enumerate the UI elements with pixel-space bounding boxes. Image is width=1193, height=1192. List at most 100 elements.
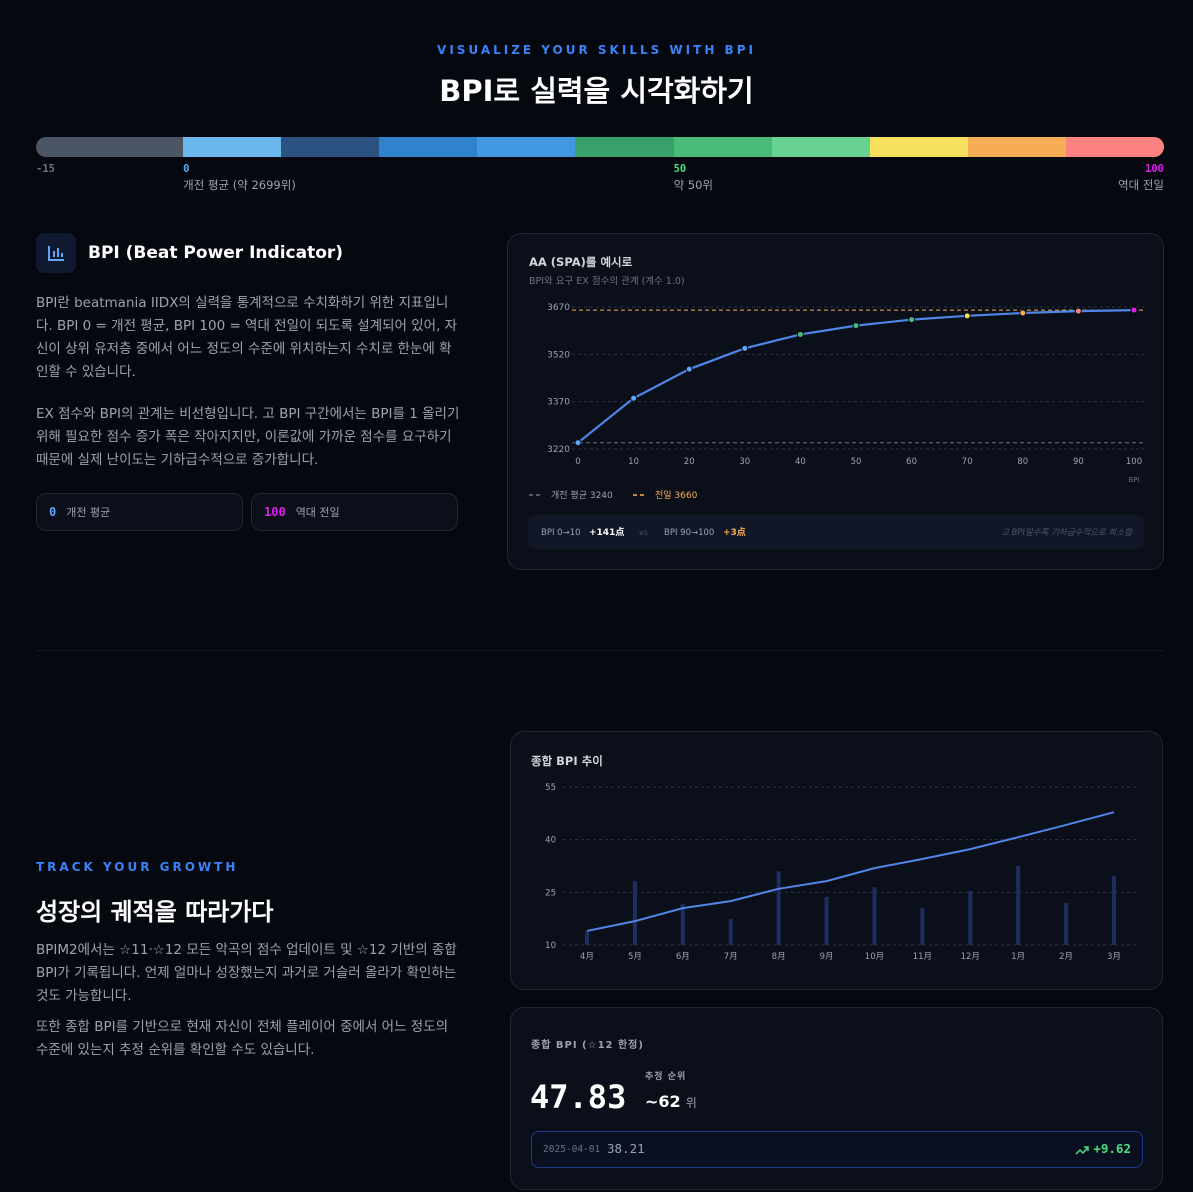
section-title: 성장의 궤적을 따라가다 — [36, 898, 274, 926]
point — [1074, 307, 1082, 315]
x-tick-label: 80 — [1017, 457, 1028, 467]
x-tick-label: 11月 — [913, 952, 932, 962]
comparison-label: BPI 90→100 — [664, 528, 714, 538]
chart-title: AA (SPA)를 예시로 — [529, 255, 633, 269]
x-tick-label: 10 — [628, 457, 639, 467]
y-tick-label: 3670 — [547, 303, 570, 313]
scale-tick-label: 0 — [183, 163, 190, 175]
scale-segment — [281, 137, 380, 157]
page-title: BPI로 실력을 시각화하기 — [439, 74, 754, 108]
x-tick-label: 60 — [906, 457, 917, 467]
point — [574, 439, 582, 447]
total-bpi: 47.83 — [530, 1078, 627, 1116]
rank-label: 추정 순위 — [645, 1072, 687, 1082]
chart-card: AA (SPA)를 예시로 BPI와 요구 EX 점수의 관계 (계수 1.0) 3… — [507, 233, 1164, 570]
line — [577, 309, 1135, 444]
comparison-box — [528, 515, 1144, 549]
y-tick-label: 25 — [545, 888, 556, 898]
bar — [1112, 875, 1116, 945]
paragraph: EX 점수와 BPI의 관계는 비선형입니다. 고 BPI 구간에서는 BPI를… — [36, 406, 460, 468]
paragraph: BPI란 beatmania IIDX의 실력을 통계적으로 수치화하기 위한 … — [36, 295, 458, 380]
point — [852, 322, 860, 330]
point — [1019, 309, 1027, 317]
x-tick-label: 1月 — [1011, 952, 1025, 962]
scale-segment — [379, 137, 478, 157]
chart-subtitle: BPI와 요구 EX 점수의 관계 (계수 1.0) — [529, 275, 685, 287]
comparison-label: BPI 0→10 — [541, 528, 581, 538]
legend-label: 전일 3660 — [655, 490, 698, 501]
legend-label: 개전 평균 3240 — [551, 490, 613, 501]
x-axis-label: BPI — [1128, 476, 1139, 484]
scale-segment — [771, 137, 870, 157]
scale-segment — [673, 137, 772, 157]
point — [741, 344, 749, 352]
history-value: 38.21 — [607, 1141, 645, 1156]
history-date: 2025-04-01 — [543, 1144, 601, 1155]
x-tick-label: 6月 — [676, 952, 690, 962]
x-tick-label: 0 — [575, 457, 580, 467]
eyebrow: TRACK YOUR GROWTH — [36, 860, 239, 874]
x-tick-label: 100 — [1126, 457, 1142, 467]
comparison-value: +141点 — [589, 526, 624, 538]
x-tick-label: 9月 — [820, 952, 834, 962]
scale-tick: -15 — [36, 163, 55, 175]
history-delta: +9.62 — [1093, 1141, 1131, 1156]
bar — [1064, 902, 1069, 945]
x-tick-label: 4月 — [580, 952, 594, 962]
scale-tick-label: 50 — [673, 163, 687, 175]
scale-tick: 0 개전 평균 (약 2699위) — [183, 163, 296, 193]
bar — [585, 930, 589, 945]
comparison-value: +3点 — [723, 526, 746, 538]
divider — [36, 650, 1164, 651]
scale-segment — [477, 137, 576, 157]
x-tick-label: 12月 — [961, 952, 980, 962]
x-tick-label: 2月 — [1059, 952, 1073, 962]
scale-segment — [575, 137, 674, 157]
rank-value: ~62 — [645, 1092, 681, 1111]
bpi-scale-labels: -15 0 개전 평균 (약 2699위) 50 약 50위 100 역대 전일 — [36, 163, 1164, 199]
point — [908, 316, 916, 324]
y-tick-label: 3220 — [547, 445, 570, 455]
y-tick-label: 3370 — [547, 398, 570, 408]
point — [630, 394, 638, 402]
y-tick-label: 3520 — [547, 350, 570, 360]
bar — [872, 887, 877, 945]
bar — [920, 908, 925, 945]
scale-tick: 50 약 50위 — [674, 163, 713, 193]
bar — [968, 890, 973, 945]
x-tick-label: 30 — [739, 457, 750, 467]
point — [796, 330, 804, 338]
x-tick-label: 20 — [684, 457, 695, 467]
scale-tick-note: 약 50위 — [673, 178, 714, 192]
chart-icon — [36, 233, 76, 273]
scale-segment — [967, 137, 1066, 157]
x-tick-label: 5月 — [628, 952, 642, 962]
bpi-score-chart: AA (SPA)를 예시로 BPI와 요구 EX 점수의 관계 (계수 1.0) 3… — [528, 255, 1144, 549]
x-tick-label: 10月 — [865, 952, 884, 962]
bpi-trend-chart: 종합 BPI 추이 10 25 40 55 4月 5月 6月 7月 8月 9月 10月 11月 12月 1月… — [531, 754, 1138, 962]
comparison-note: 고 BPI일수록 기하급수적으로 희소함 — [1001, 527, 1133, 538]
badge: 0 개전 평균 — [36, 493, 243, 531]
x-tick-label: 90 — [1073, 457, 1084, 467]
icon — [48, 246, 64, 261]
scale-segment — [1065, 137, 1164, 157]
scale-tick-note: 개전 평균 (약 2699위) — [183, 178, 296, 192]
scale-tick-label: -15 — [36, 163, 55, 175]
line — [586, 811, 1115, 932]
x-tick-label: 3月 — [1107, 952, 1121, 962]
scale-segment — [36, 137, 184, 157]
section-title: BPI (Beat Power Indicator) — [88, 243, 344, 263]
scale-tick-label: 100 — [1145, 163, 1164, 175]
paragraph: 또한 종합 BPI를 기반으로 현재 자신이 전체 플레이어 중에서 어느 정도… — [36, 1019, 449, 1058]
point — [963, 312, 971, 320]
badge-label: 역대 전일 — [295, 506, 340, 519]
rank-unit: 위 — [685, 1096, 697, 1110]
comparison-vs: vs — [639, 528, 648, 537]
bar — [776, 871, 781, 945]
chart-card: 종합 BPI 추이 10 25 40 55 4月 5月 6月 7月 8月 9月 10月 11月 12月 1月… — [510, 731, 1163, 990]
rank: ~62 위 — [645, 1092, 697, 1111]
history-row: 2025-04-01 38.21 +9.62 — [531, 1131, 1143, 1168]
badge-label: 개전 평균 — [66, 506, 111, 519]
